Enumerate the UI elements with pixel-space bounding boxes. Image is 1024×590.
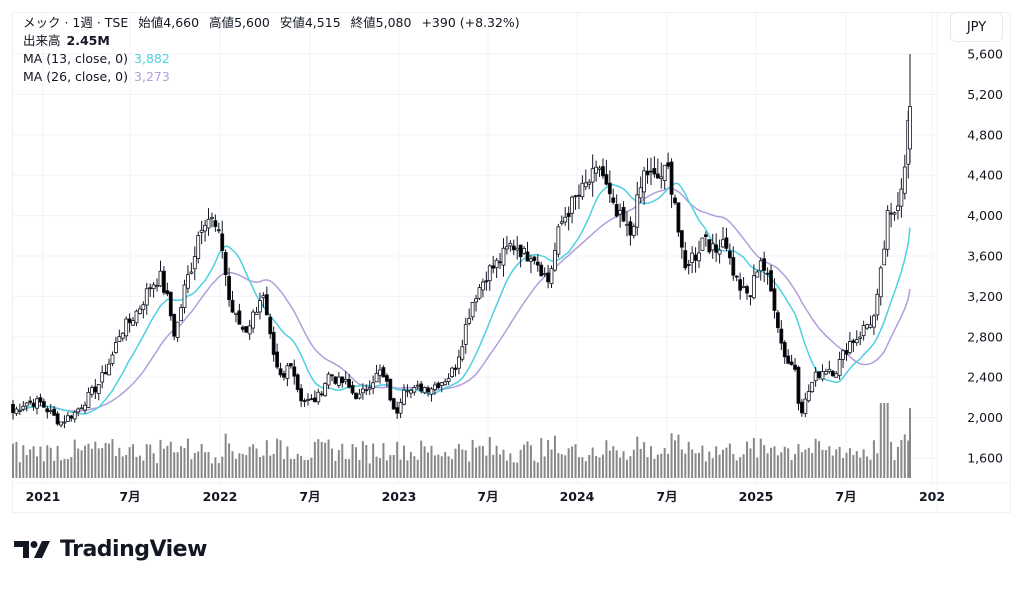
currency-button[interactable]: JPY [950,12,1003,42]
tradingview-logo-text: TradingView [60,537,207,562]
price-axis[interactable]: 5,600 5,200 4,800 4,400 4,000 3,600 3,200 2,800… [967,47,1003,466]
time-tick: 7月 [299,489,320,504]
tradingview-logo-icon [14,540,50,558]
price-tick: 2,800 [967,329,1003,344]
chart-frame [12,12,1011,513]
low-label: 安値 [279,15,305,30]
time-tick: 2025 [739,489,774,504]
open-label: 始値 [138,15,164,30]
ohlc-row: メック · 1週 · TSE 始値4,660 高値5,600 安値4,515 終… [23,14,520,32]
price-tick: 4,000 [967,208,1003,223]
symbol-title[interactable]: メック · 1週 · TSE [23,15,129,30]
time-tick: 202 [919,489,945,504]
time-tick: 2023 [382,489,417,504]
candlesticks [11,54,912,429]
open-value: 4,660 [163,15,200,30]
change-value: +390 (+8.32%) [421,15,520,30]
grid-lines [13,13,937,483]
ma26-row[interactable]: MA (26, close, 0) 3,273 [23,68,520,86]
price-tick: 5,600 [967,47,1003,62]
time-tick: 7月 [835,489,856,504]
time-tick: 2022 [203,489,238,504]
moving-averages [12,182,911,415]
high-label: 高値 [209,15,235,30]
low-value: 4,515 [304,15,341,30]
price-chart[interactable]: 5,600 5,200 4,800 4,400 4,000 3,600 3,200 2,800… [0,0,1024,520]
time-axis[interactable]: 2021 7月 2022 7月 2023 7月 2024 7月 2025 7月 202 [26,489,945,504]
price-tick: 4,400 [967,168,1003,183]
ma26-label: MA (26, close, 0) [23,69,129,84]
volume-row[interactable]: 出来高 2.45M [23,32,520,50]
ma13-value: 3,882 [134,51,170,66]
price-tick: 2,400 [967,370,1003,385]
ma13-label: MA (13, close, 0) [23,51,129,66]
time-tick: 2024 [560,489,595,504]
tradingview-logo[interactable]: TradingView [14,537,207,562]
time-tick: 2021 [26,489,61,504]
volume-bars [12,403,911,478]
ma26-value: 3,273 [134,69,170,84]
close-label: 終値 [350,15,376,30]
price-tick: 3,200 [967,289,1003,304]
high-value: 5,600 [234,15,270,30]
ma13-row[interactable]: MA (13, close, 0) 3,882 [23,50,520,68]
volume-label: 出来高 [23,33,61,48]
price-tick: 3,600 [967,249,1003,264]
volume-value: 2.45M [66,33,110,48]
time-tick: 7月 [477,489,498,504]
time-tick: 7月 [119,489,140,504]
price-tick: 2,000 [967,410,1003,425]
chart-legend: メック · 1週 · TSE 始値4,660 高値5,600 安値4,515 終… [23,14,520,86]
price-tick: 1,600 [967,451,1003,466]
price-tick: 5,200 [967,87,1003,102]
price-tick: 4,800 [967,127,1003,142]
close-value: 5,080 [375,15,412,30]
time-tick: 7月 [656,489,677,504]
